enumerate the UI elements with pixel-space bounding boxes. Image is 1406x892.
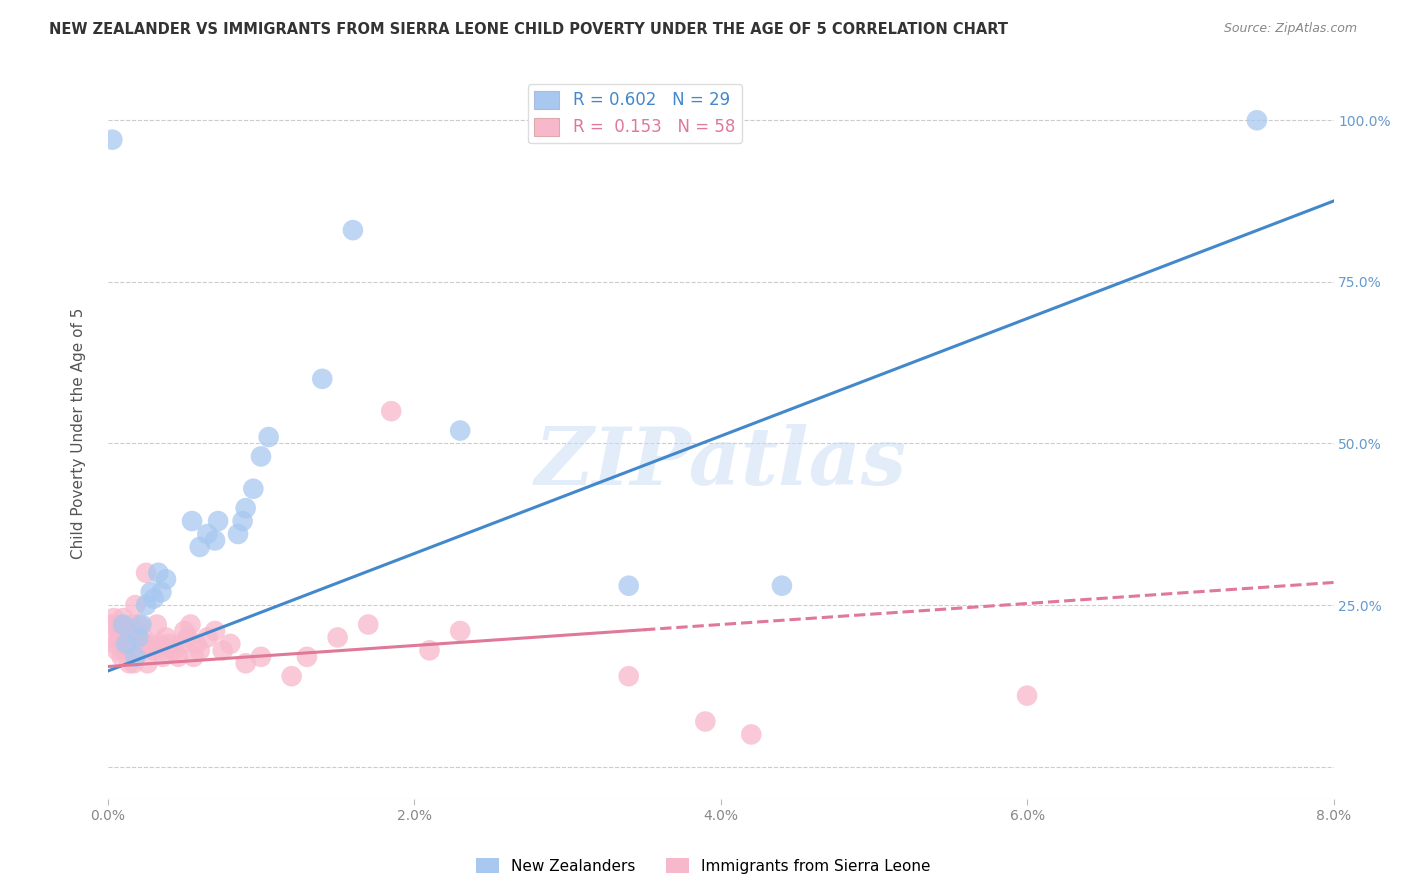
Point <box>176 631 198 645</box>
Point <box>121 617 143 632</box>
Point <box>204 624 226 638</box>
Point <box>122 657 145 671</box>
Text: Source: ZipAtlas.com: Source: ZipAtlas.com <box>1223 22 1357 36</box>
Point <box>617 579 640 593</box>
Point <box>204 533 226 548</box>
Point <box>131 617 153 632</box>
Point <box>152 649 174 664</box>
Point <box>125 624 148 638</box>
Legend: R = 0.602   N = 29, R =  0.153   N = 58: R = 0.602 N = 29, R = 0.153 N = 58 <box>527 84 742 143</box>
Point <box>105 643 128 657</box>
Point <box>118 657 141 671</box>
Point <box>124 598 146 612</box>
Point <box>449 624 471 638</box>
Point <box>235 657 257 671</box>
Point <box>170 637 193 651</box>
Point <box>449 424 471 438</box>
Point <box>181 514 204 528</box>
Point <box>112 617 135 632</box>
Point <box>195 527 218 541</box>
Point <box>173 624 195 638</box>
Point <box>139 637 162 651</box>
Point <box>110 649 132 664</box>
Point <box>142 643 165 657</box>
Legend: New Zealanders, Immigrants from Sierra Leone: New Zealanders, Immigrants from Sierra L… <box>470 852 936 880</box>
Point <box>127 631 149 645</box>
Point <box>115 637 138 651</box>
Point <box>107 617 129 632</box>
Point <box>235 501 257 516</box>
Point <box>146 617 169 632</box>
Point <box>139 585 162 599</box>
Point <box>188 643 211 657</box>
Point <box>157 637 180 651</box>
Point <box>295 649 318 664</box>
Point <box>136 657 159 671</box>
Point <box>149 637 172 651</box>
Point <box>117 624 139 638</box>
Point <box>114 643 136 657</box>
Point <box>195 631 218 645</box>
Point <box>165 643 187 657</box>
Point <box>183 649 205 664</box>
Point <box>155 631 177 645</box>
Point <box>207 514 229 528</box>
Point <box>179 617 201 632</box>
Point <box>357 617 380 632</box>
Point <box>142 591 165 606</box>
Point <box>124 649 146 664</box>
Text: ZIPatlas: ZIPatlas <box>534 425 907 502</box>
Point <box>155 572 177 586</box>
Point <box>226 527 249 541</box>
Point <box>342 223 364 237</box>
Point <box>104 637 127 651</box>
Point <box>1015 689 1038 703</box>
Point <box>120 637 142 651</box>
Point <box>112 611 135 625</box>
Point <box>188 540 211 554</box>
Point <box>250 649 273 664</box>
Point <box>617 669 640 683</box>
Point <box>150 585 173 599</box>
Point <box>100 617 122 632</box>
Point <box>380 404 402 418</box>
Point <box>250 450 273 464</box>
Point <box>103 611 125 625</box>
Point <box>1246 113 1268 128</box>
Point <box>326 631 349 645</box>
Point <box>160 643 183 657</box>
Point <box>740 727 762 741</box>
Point <box>219 637 242 651</box>
Point <box>232 514 254 528</box>
Point <box>418 643 440 657</box>
Point <box>770 579 793 593</box>
Point <box>186 637 208 651</box>
Point <box>135 598 157 612</box>
Point <box>280 669 302 683</box>
Point <box>101 133 124 147</box>
Y-axis label: Child Poverty Under the Age of 5: Child Poverty Under the Age of 5 <box>72 308 86 559</box>
Point <box>150 643 173 657</box>
Point <box>135 566 157 580</box>
Point <box>695 714 717 729</box>
Point <box>167 649 190 664</box>
Point <box>211 643 233 657</box>
Point <box>108 631 131 645</box>
Point <box>101 631 124 645</box>
Point <box>257 430 280 444</box>
Point <box>311 372 333 386</box>
Point <box>132 631 155 645</box>
Text: NEW ZEALANDER VS IMMIGRANTS FROM SIERRA LEONE CHILD POVERTY UNDER THE AGE OF 5 C: NEW ZEALANDER VS IMMIGRANTS FROM SIERRA … <box>49 22 1008 37</box>
Point <box>127 617 149 632</box>
Point <box>131 643 153 657</box>
Point <box>242 482 264 496</box>
Point <box>148 566 170 580</box>
Point <box>134 637 156 651</box>
